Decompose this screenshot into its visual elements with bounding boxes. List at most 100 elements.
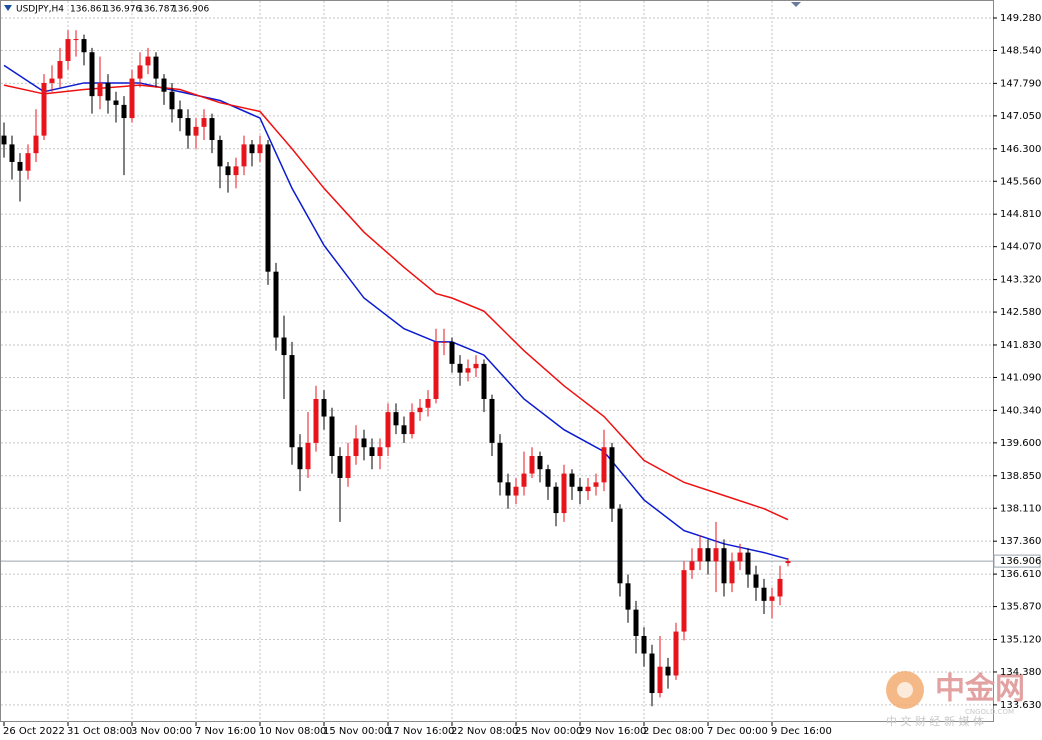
watermark: 中金网 CNGOLD.COM 中 文 财 经 新 媒 体: [886, 671, 1025, 728]
y-tick-label: 143.320: [1000, 275, 1041, 286]
candle-body: [449, 341, 455, 364]
y-tick-label: 141.830: [1000, 340, 1041, 351]
candle-body: [241, 144, 247, 167]
candle-body: [729, 561, 735, 584]
candle-body: [393, 412, 399, 426]
candle-body: [625, 583, 631, 610]
y-tick-label: 147.790: [1000, 78, 1041, 89]
candle-body: [353, 438, 359, 457]
candle-body: [489, 398, 495, 443]
candle-body: [577, 486, 583, 492]
header-low: 136.787: [138, 5, 175, 15]
x-tick-label: 7 Dec 00:00: [707, 726, 768, 737]
x-tick-label: 25 Nov 00:00: [515, 726, 582, 737]
candle-body: [225, 166, 231, 176]
candle-body: [233, 166, 239, 176]
candle-body: [377, 447, 383, 457]
y-tick-label: 138.850: [1000, 471, 1041, 482]
candle-body: [185, 118, 191, 136]
candle-body: [209, 118, 215, 141]
candle-body: [457, 363, 463, 373]
candle-body: [513, 486, 519, 496]
y-tick-label: 141.090: [1000, 372, 1041, 383]
candle-body: [761, 587, 767, 601]
y-tick-label: 144.810: [1000, 209, 1041, 220]
y-tick-label: 145.560: [1000, 176, 1041, 187]
watermark-tagline: 中 文 财 经 新 媒 体: [886, 714, 984, 728]
candle-body: [49, 78, 55, 83]
candle-body: [777, 578, 783, 597]
candle-body: [113, 100, 119, 105]
candle-body: [633, 609, 639, 636]
candle-body: [569, 473, 575, 487]
candle-body: [521, 473, 527, 487]
candle-body: [481, 363, 487, 399]
axes: 149.280 148.540 147.790 147.050 146.300 145.5…: [3, 13, 1041, 737]
candle-body: [345, 456, 351, 478]
y-tick-label: 134.380: [1000, 667, 1041, 678]
candle-body: [737, 552, 743, 562]
candle-body: [129, 78, 135, 119]
candle-body: [553, 486, 559, 514]
candle-body: [297, 447, 303, 470]
candle-body: [9, 144, 15, 162]
y-tick-label: 133.630: [1000, 700, 1041, 711]
candle-body: [713, 548, 719, 562]
candle-body: [369, 447, 375, 457]
candle-body: [721, 548, 727, 584]
x-tick-label: 22 Nov 08:00: [451, 726, 518, 737]
candle-body: [73, 39, 79, 41]
candle-body: [97, 82, 103, 97]
candle-body: [89, 52, 95, 97]
candle-body: [641, 635, 647, 654]
candle-body: [33, 135, 39, 154]
candles: [1, 30, 791, 707]
symbol-icon: [4, 5, 12, 11]
y-tick-label: 142.580: [1000, 307, 1041, 318]
current-price-label: 136.906: [1000, 556, 1041, 567]
candle-body: [593, 482, 599, 487]
candle-body: [65, 39, 71, 62]
candle-body: [145, 56, 151, 66]
candle-body: [545, 469, 551, 487]
plot-frame: [0, 0, 994, 722]
candle-body: [673, 631, 679, 676]
candle-body: [681, 570, 687, 632]
candle-body: [217, 140, 223, 167]
header-high: 136.976: [104, 5, 141, 15]
scroll-marker: [791, 2, 801, 7]
x-tick-label: 15 Nov 00:00: [323, 726, 390, 737]
candle-body: [137, 65, 143, 79]
moving-averages: [3, 64, 789, 560]
y-tick-label: 140.340: [1000, 405, 1041, 416]
candle-body: [409, 412, 415, 435]
candle-body: [121, 104, 127, 119]
watermark-site: CNGOLD.COM: [965, 708, 1014, 716]
symbol: USDJPY,H4: [16, 5, 64, 15]
y-tick-label: 136.610: [1000, 569, 1041, 580]
candle-body: [257, 144, 263, 154]
y-tick-label: 148.540: [1000, 45, 1041, 56]
candle-body: [169, 91, 175, 110]
candle-body: [753, 574, 759, 588]
candle-body: [745, 552, 751, 575]
candle-body: [785, 561, 791, 564]
candle-body: [193, 126, 199, 136]
candle-body: [473, 363, 479, 369]
candle-body: [705, 548, 711, 562]
x-tick-label: 17 Nov 16:00: [387, 726, 454, 737]
candle-body: [177, 109, 183, 119]
watermark-brand: 中金网: [935, 672, 1025, 707]
candle-body: [361, 438, 367, 448]
header-open: 136.861: [70, 5, 107, 15]
candle-body: [601, 447, 607, 483]
x-tick-label: 7 Nov 16:00: [195, 726, 256, 737]
candle-body: [337, 456, 343, 478]
candle-body: [161, 78, 167, 92]
candle-body: [281, 337, 287, 356]
grid: [1, 1, 993, 722]
candle-body: [417, 407, 423, 413]
candle-body: [305, 442, 311, 470]
current-price-box: [993, 554, 1041, 568]
